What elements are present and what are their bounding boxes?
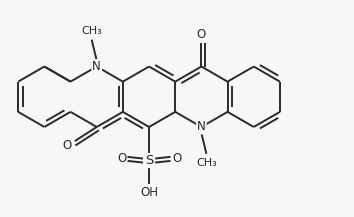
- Text: CH₃: CH₃: [81, 26, 102, 36]
- Text: OH: OH: [140, 186, 158, 199]
- Text: CH₃: CH₃: [196, 158, 217, 168]
- Text: O: O: [172, 152, 181, 165]
- Text: N: N: [92, 60, 101, 73]
- Text: O: O: [63, 139, 72, 152]
- Text: S: S: [145, 154, 153, 167]
- Text: N: N: [197, 120, 206, 133]
- Text: O: O: [197, 28, 206, 41]
- Text: O: O: [117, 152, 126, 165]
